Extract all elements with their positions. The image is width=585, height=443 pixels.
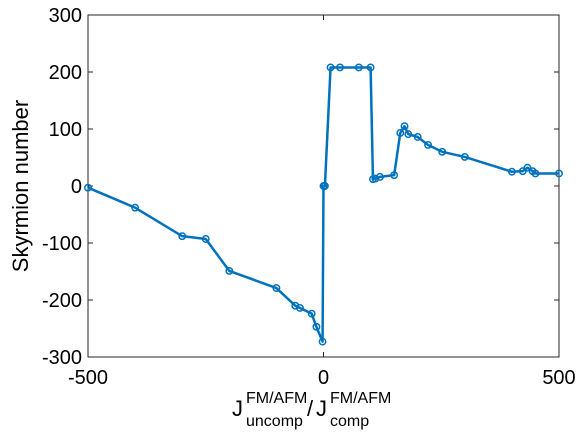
y-axis-label: Skyrmion number [8, 100, 33, 272]
data-marker [376, 172, 384, 181]
x-label-sub: uncomp [246, 413, 303, 430]
data-marker [225, 266, 234, 275]
x-tick-label: 0 [318, 367, 329, 389]
x-label-sub: comp [330, 413, 369, 430]
data-line [87, 66, 559, 343]
x-tick-label: 500 [542, 367, 575, 389]
data-marker [307, 309, 316, 318]
y-tick-label: 100 [49, 119, 82, 141]
x-tick-label: -500 [68, 367, 108, 389]
data-marker [555, 169, 563, 178]
y-tick-label: 300 [49, 5, 82, 27]
y-tick-label: -100 [42, 233, 82, 255]
data-marker [320, 182, 329, 190]
y-tick-label: 0 [71, 176, 82, 198]
data-marker [366, 63, 375, 72]
data-marker [396, 129, 405, 137]
x-label-sep: / [307, 396, 314, 421]
data-marker [178, 232, 187, 241]
data-marker [460, 152, 469, 161]
x-label-base: J [316, 396, 327, 421]
data-marker [354, 63, 363, 72]
data-marker [312, 322, 321, 331]
data-marker [326, 63, 335, 72]
data-marker [84, 183, 92, 192]
y-tick-label: -300 [42, 347, 82, 369]
y-tick-label: -200 [42, 290, 82, 312]
data-marker [413, 133, 422, 141]
data-marker [523, 163, 532, 172]
data-marker [272, 284, 281, 292]
data-marker [371, 174, 380, 183]
data-marker [318, 337, 327, 346]
data-marker [296, 304, 304, 312]
data-marker [336, 63, 344, 72]
data-marker [438, 147, 447, 156]
x-axis-label: J FM/AFM uncomp / J FM/AFM comp [232, 390, 391, 430]
data-marker [400, 122, 409, 131]
x-label-sup: FM/AFM [246, 390, 307, 407]
data-marker [531, 169, 540, 178]
data-marker [131, 203, 140, 212]
x-label-sup: FM/AFM [330, 390, 391, 407]
data-marker [507, 167, 516, 176]
data-marker [404, 130, 413, 139]
data-marker [390, 171, 399, 180]
x-label-base: J [232, 396, 243, 421]
data-marker [424, 141, 433, 149]
data-marker [201, 235, 210, 243]
y-tick-label: 200 [49, 62, 82, 84]
